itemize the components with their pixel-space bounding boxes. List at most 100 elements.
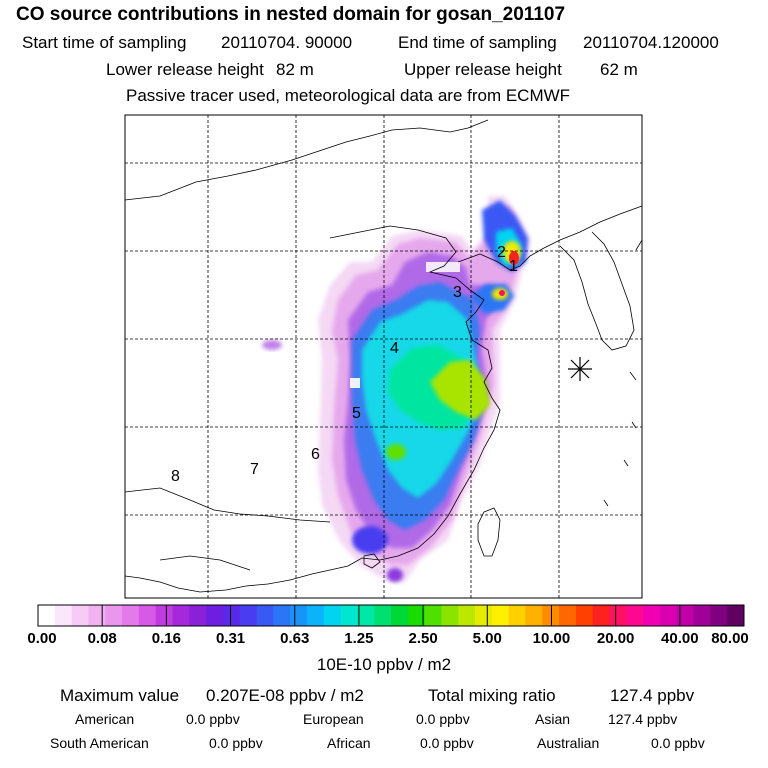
colorbar-cell xyxy=(222,605,241,626)
colorbar-tick-label: 0.31 xyxy=(216,630,245,647)
end-time-value: 20110704.120000 xyxy=(583,33,719,52)
colorbar-cell xyxy=(491,605,510,626)
colorbar-cell xyxy=(306,605,325,626)
colorbar-tick-label: 0.00 xyxy=(27,630,56,647)
south-american-label: South American xyxy=(50,735,149,751)
colorbar-tick-label: 10.00 xyxy=(533,630,571,647)
colorbar-cell xyxy=(290,605,308,626)
colorbar-cell xyxy=(391,605,409,626)
plume-violet-west xyxy=(262,340,282,350)
colorbar-cell xyxy=(475,605,493,626)
colorbar-cell xyxy=(542,605,560,626)
upper-release-value: 62 m xyxy=(600,60,638,79)
colorbar-tick-label: 0.16 xyxy=(152,630,181,647)
colorbar-tick-labels: 0.00 0.08 0.16 0.31 0.63 1.25 2.50 5.00 10.00 20.… xyxy=(27,630,748,647)
colorbar-cell xyxy=(626,605,644,626)
colorbar-tick-label: 0.63 xyxy=(280,630,309,647)
colorbar-cell xyxy=(155,605,173,626)
colorbar-cell xyxy=(441,605,459,626)
total-mixing-label: Total mixing ratio xyxy=(428,686,556,705)
map-frame xyxy=(124,114,643,599)
receptor-star-icon xyxy=(568,357,592,381)
american-label: American xyxy=(75,711,135,727)
colorbar-cell xyxy=(407,605,426,626)
coast-korea xyxy=(559,231,635,351)
region-label-2: 2 xyxy=(497,244,506,261)
colorbar-cell xyxy=(508,605,526,626)
colorbar-cell xyxy=(54,605,73,626)
region-label-4: 4 xyxy=(390,340,399,357)
region-label-1: 1 xyxy=(509,258,518,275)
colorbar-frame xyxy=(37,604,745,627)
max-value-label: Maximum value xyxy=(60,686,180,705)
plume-green xyxy=(430,360,490,420)
american-value: 0.0 ppbv xyxy=(186,711,240,727)
colorbar-cell xyxy=(172,605,190,626)
upper-release-label: Upper release height xyxy=(404,60,562,79)
plume-green-spot xyxy=(386,444,406,460)
island-hainan xyxy=(363,553,381,569)
colorbar-cell xyxy=(676,605,695,626)
colorbar-cell xyxy=(710,605,728,626)
plume-field xyxy=(262,196,530,582)
colorbar-cell xyxy=(609,605,627,626)
colorbar-cell xyxy=(727,605,745,626)
region-label-3: 3 xyxy=(453,284,462,301)
island-taiwan xyxy=(477,507,501,557)
australian-value: 0.0 ppbv xyxy=(651,735,705,751)
colorbar-tick-label: 0.08 xyxy=(88,630,117,647)
lower-release-value: 82 m xyxy=(276,60,314,79)
european-value: 0.0 ppbv xyxy=(416,711,470,727)
colorbar-cell xyxy=(122,605,140,626)
plume-east-red xyxy=(499,290,505,296)
colorbar-tick-label: 20.00 xyxy=(597,630,635,647)
african-label: African xyxy=(327,735,371,751)
colorbar-cell xyxy=(357,605,375,626)
colorbar-dividers xyxy=(101,605,681,626)
region-labels: 1 2 3 4 5 6 7 8 xyxy=(171,244,518,485)
colorbar-cell xyxy=(88,605,106,626)
asian-value: 127.4 ppbv xyxy=(608,711,678,727)
south-american-value: 0.0 ppbv xyxy=(209,735,263,751)
colorbar-cell xyxy=(239,605,258,626)
colorbar-unit: 10E-10 ppbv / m2 xyxy=(316,655,452,674)
colorbar-cell xyxy=(659,605,678,626)
australian-label: Australian xyxy=(537,735,600,751)
border-interior xyxy=(125,487,331,571)
colorbar-cell xyxy=(575,605,594,626)
coast-north xyxy=(125,119,489,201)
plume-violet-southwest xyxy=(387,568,403,582)
colorbar-cell xyxy=(424,605,442,626)
end-time-label: End time of sampling xyxy=(398,33,557,52)
region-label-8: 8 xyxy=(171,468,180,485)
plume-blue-south xyxy=(352,526,388,554)
colorbar-cell xyxy=(71,605,89,626)
start-time-label: Start time of sampling xyxy=(22,33,187,52)
total-mixing-value: 127.4 ppbv xyxy=(610,686,695,705)
colorbar-cell xyxy=(374,605,392,626)
lower-release-label: Lower release height xyxy=(106,60,264,79)
coastlines xyxy=(125,119,642,593)
colorbar-cell xyxy=(592,605,611,626)
colorbar-tick-label: 80.00 xyxy=(711,630,749,647)
colorbar-cell xyxy=(138,605,157,626)
european-label: European xyxy=(303,711,364,727)
region-label-5: 5 xyxy=(352,405,361,422)
coast-mainland xyxy=(125,225,501,593)
lat-lon-grid xyxy=(125,115,642,598)
colorbar-cells xyxy=(38,605,745,626)
colorbar-cell xyxy=(189,605,207,626)
colorbar-cell xyxy=(340,605,358,626)
colorbar-cell xyxy=(105,605,123,626)
model-note: Passive tracer used, meteorological data… xyxy=(126,86,571,105)
colorbar-cell xyxy=(525,605,543,626)
colorbar-tick-label: 40.00 xyxy=(661,630,699,647)
african-value: 0.0 ppbv xyxy=(420,735,474,751)
plume-north-red xyxy=(509,251,519,265)
start-time-value: 20110704. 90000 xyxy=(221,33,353,52)
colorbar-tick-label: 1.25 xyxy=(344,630,373,647)
colorbar-cell xyxy=(256,605,274,626)
colorbar-tick-label: 2.50 xyxy=(408,630,437,647)
